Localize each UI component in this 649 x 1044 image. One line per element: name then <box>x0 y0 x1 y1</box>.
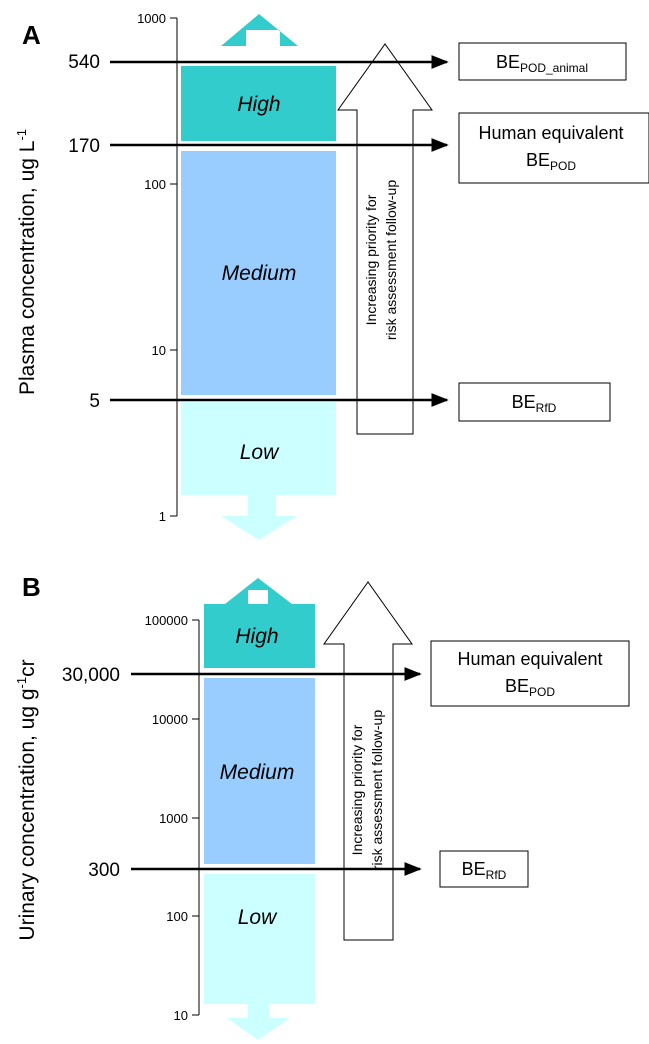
panel-a-medium-label: Medium <box>222 262 297 285</box>
panel-b-box-rfd <box>439 850 529 888</box>
panel-a-letter: A <box>22 20 41 50</box>
panel-b-tick-label: 100 <box>166 909 188 924</box>
panel-a-priority-arrow <box>337 43 433 435</box>
panel-b-box-pod-human-label: BEPOD <box>505 676 555 699</box>
panel-a-box-rfd <box>458 382 611 422</box>
panel-a-tick-label: 100 <box>144 177 166 192</box>
panel-a-box-pod-human-line1: Human equivalent <box>478 123 623 143</box>
panel-b-high-up-arrow <box>225 578 292 604</box>
panel-b-priority-text-1: Increasing priority for <box>349 724 365 855</box>
panel-a-low-down-arrow <box>221 495 297 540</box>
panel-b: B Urinary concentration, ug g-1cr 100000… <box>14 572 630 1040</box>
panel-a-marker-170: 170 <box>68 136 100 157</box>
panel-a-high-up-arrow <box>221 14 298 46</box>
panel-b-tick-label: 10000 <box>152 712 188 727</box>
panel-a-tick-label: 1 <box>159 509 166 524</box>
panel-a-band-low <box>181 402 336 495</box>
panel-b-high-label: High <box>235 625 278 648</box>
panel-b-band-low <box>204 874 315 1004</box>
panel-a-marker-5: 5 <box>89 391 100 412</box>
panel-b-box-pod-human-line1: Human equivalent <box>457 649 602 669</box>
panel-a-box-pod-human-label: BEPOD <box>526 150 576 173</box>
panel-a-ylabel: Plasma concentration, ug L-1 <box>14 129 39 395</box>
panel-b-medium-label: Medium <box>220 761 295 784</box>
panel-a-marker-540: 540 <box>68 52 100 73</box>
panel-b-box-rfd-label: BERfD <box>462 859 507 882</box>
panel-a-tick-label: 10 <box>152 343 166 358</box>
panel-a-box-pod-animal <box>458 42 627 81</box>
panel-b-tick-label: 1000 <box>159 811 188 826</box>
panel-b-letter: B <box>22 572 41 602</box>
panel-a-priority-text-1: Increasing priority for <box>363 194 379 325</box>
panel-a: A Plasma concentration, ug L-1 1000 100 … <box>14 11 649 540</box>
panel-b-tick-label: 100000 <box>145 613 188 628</box>
panel-a-high-label: High <box>237 93 280 116</box>
panel-a-band-medium <box>181 151 336 395</box>
panel-b-priority-text-2: risk assessment follow-up <box>369 710 385 870</box>
panel-a-low-label: Low <box>240 441 280 464</box>
panel-b-tick-label: 10 <box>174 1008 188 1023</box>
panel-b-box-pod-human <box>430 640 630 707</box>
panel-b-band-medium <box>204 678 315 864</box>
panel-a-box-pod-human <box>458 112 649 184</box>
panel-a-box-pod-animal-label: BEPOD_animal <box>496 52 588 75</box>
panel-b-low-down-arrow <box>227 1004 290 1040</box>
panel-a-tick-label: 1000 <box>137 11 166 26</box>
panel-b-band-high <box>204 604 315 668</box>
panel-a-box-rfd-label: BERfD <box>512 392 557 415</box>
panel-b-marker-300: 300 <box>88 860 120 881</box>
panel-b-marker-30000: 30,000 <box>62 665 120 686</box>
panel-b-ylabel: Urinary concentration, ug g-1cr <box>14 659 39 940</box>
panel-a-band-high <box>181 66 336 141</box>
panel-b-priority-arrow <box>323 581 413 941</box>
panel-b-low-label: Low <box>238 906 278 929</box>
panel-a-priority-text-2: risk assessment follow-up <box>383 180 399 340</box>
